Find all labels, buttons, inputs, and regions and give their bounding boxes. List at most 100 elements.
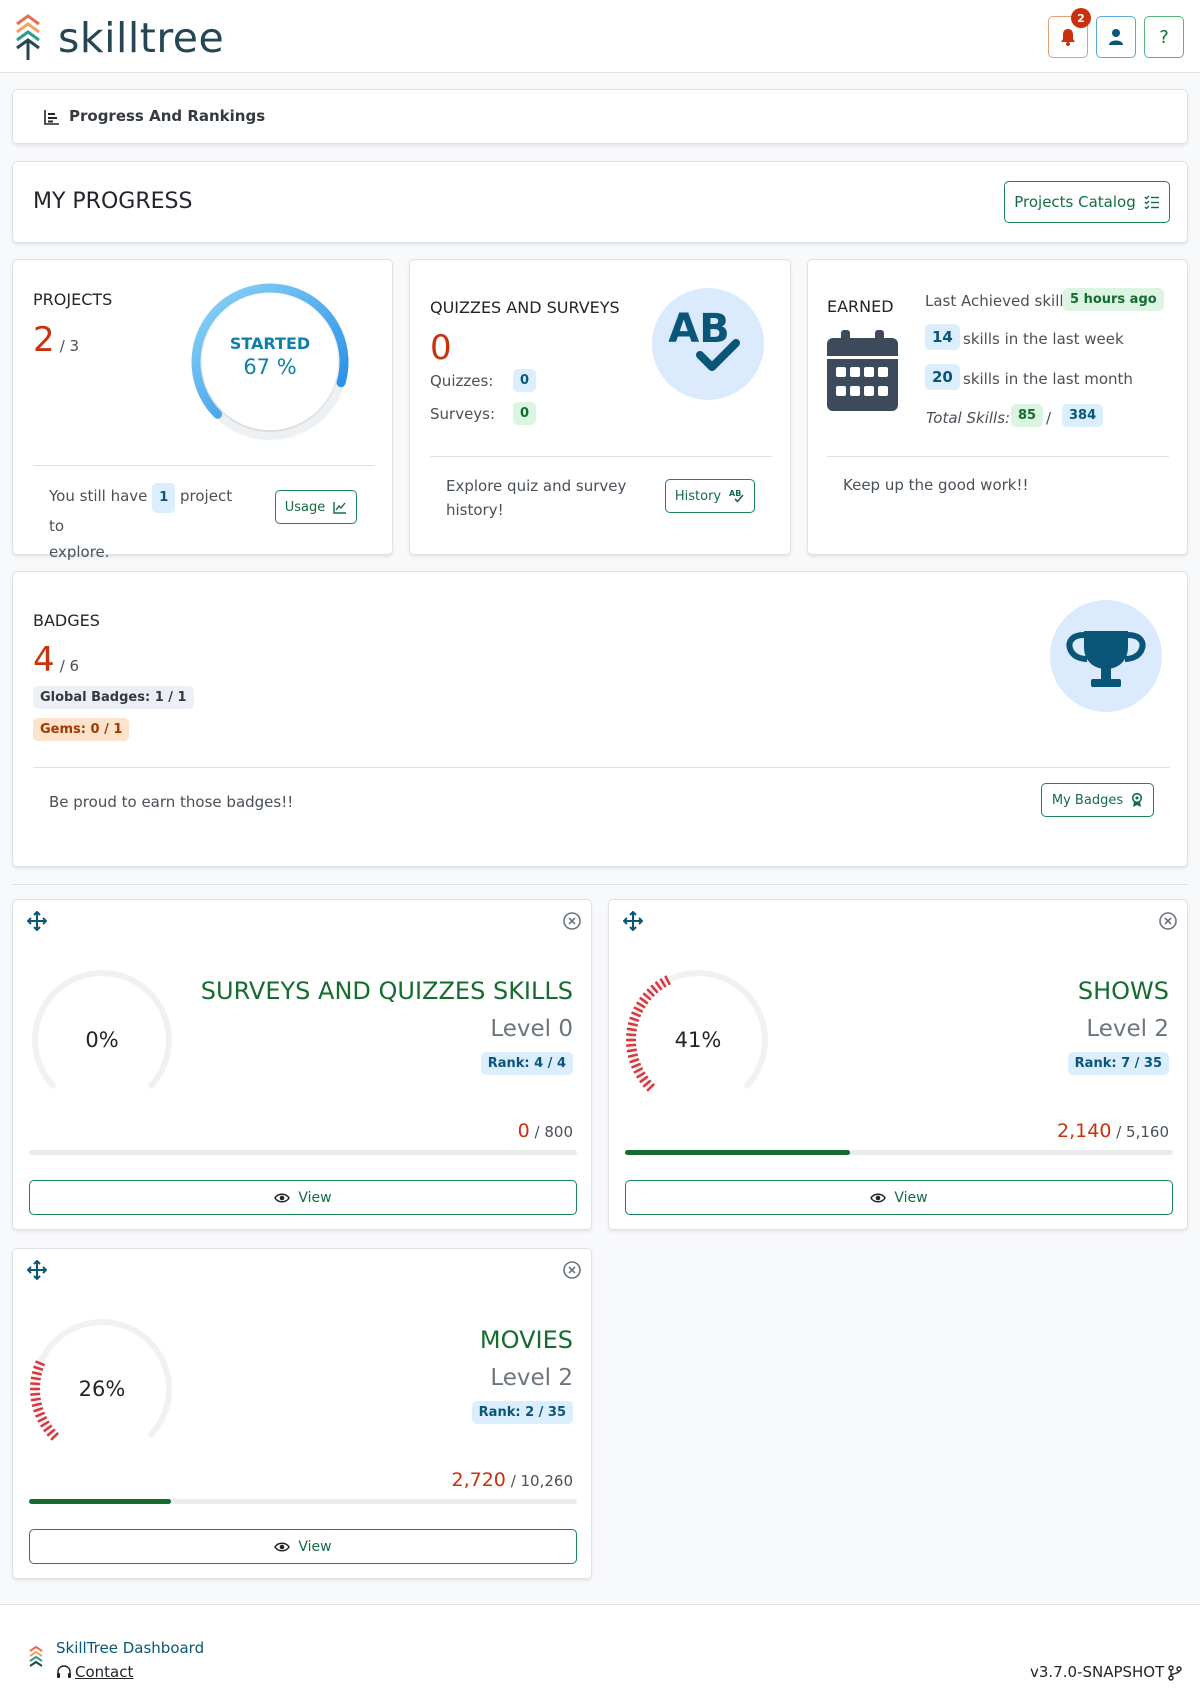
skilltree-logo-icon[interactable] xyxy=(14,14,42,62)
gauge-tick xyxy=(650,984,659,994)
gauge-tick xyxy=(633,1006,644,1013)
page-title: MY PROGRESS xyxy=(33,189,193,214)
gauge-tick xyxy=(33,1406,44,1413)
gauge-tick xyxy=(627,1021,639,1027)
eye-icon xyxy=(274,1542,291,1551)
projects-remaining-badge: 1 xyxy=(152,483,176,513)
gauge-tick xyxy=(642,1079,652,1088)
subject-points-earned: 0 xyxy=(517,1120,530,1142)
footer-title[interactable]: SkillTree Dashboard xyxy=(56,1639,205,1657)
quizzes-value-badge: 0 xyxy=(513,369,537,392)
projects-count: 2 xyxy=(33,320,55,360)
subject-level: Level 0 xyxy=(490,1016,573,1042)
gauge-tick xyxy=(631,1062,642,1069)
subject-points: 2,720 / 10,260 xyxy=(193,1469,574,1491)
surveys-value-badge: 0 xyxy=(513,402,537,425)
projects-divider xyxy=(33,465,375,466)
line-chart-icon xyxy=(333,501,347,514)
help-button[interactable]: ? xyxy=(1144,16,1184,58)
trophy-icon xyxy=(1050,600,1162,712)
gauge-tick xyxy=(627,1053,639,1059)
subject-rank-badge: Rank: 4 / 4 xyxy=(480,1052,573,1075)
total-earned-badge: 85 xyxy=(1011,404,1044,427)
gauge-tick xyxy=(626,1043,637,1047)
subject-view-button[interactable]: View xyxy=(29,1180,577,1215)
eye-icon xyxy=(870,1193,887,1202)
badges-title: BADGES xyxy=(33,611,100,630)
version-label: v3.7.0-SNAPSHOT xyxy=(1030,1663,1165,1681)
gauge-tick xyxy=(626,1033,637,1037)
footer-logo-icon xyxy=(29,1645,43,1667)
subject-card-movies: 26% MOVIES Level 2 Rank: 2 / 35 2,720 / … xyxy=(12,1248,592,1579)
earned-card: EARNED Last Achieved skill 5 hours ago 1… xyxy=(807,259,1188,555)
close-circle-icon[interactable] xyxy=(562,911,582,931)
total-sep: / xyxy=(1046,409,1052,427)
gauge-tick xyxy=(626,1027,637,1032)
close-circle-icon[interactable] xyxy=(562,1260,582,1280)
gauge-tick xyxy=(654,981,663,991)
projects-card: PROJECTS 2 / 3 STARTED 67 % You still ha… xyxy=(12,259,393,561)
move-handle-icon[interactable] xyxy=(623,911,643,931)
subject-card-shows: 41% SHOWS Level 2 Rank: 7 / 35 2,140 / 5… xyxy=(608,899,1188,1230)
gauge-tick xyxy=(30,1376,41,1381)
subject-name[interactable]: SHOWS xyxy=(1077,977,1169,1005)
subject-points-total: / 5,160 xyxy=(1116,1123,1169,1141)
subject-progress-bar xyxy=(625,1150,1173,1155)
subject-rank-badge: Rank: 2 / 35 xyxy=(471,1401,573,1424)
gauge-tick xyxy=(633,1067,644,1074)
subject-card-surveys: 0% SURVEYS AND QUIZZES SKILLS Level 0 Ra… xyxy=(12,899,592,1230)
total-all-badge: 384 xyxy=(1062,404,1104,427)
gauge-tick xyxy=(626,1048,637,1053)
contact-link[interactable]: Contact xyxy=(56,1663,133,1681)
checklist-icon xyxy=(1144,195,1159,209)
badges-count-wrap: 4 / 6 xyxy=(33,640,79,680)
projects-footer-line2: explore. xyxy=(49,543,110,561)
subject-view-button[interactable]: View xyxy=(29,1529,577,1564)
month-label: skills in the last month xyxy=(963,370,1133,388)
app-logo-text[interactable]: skilltree xyxy=(58,14,225,62)
move-handle-icon[interactable] xyxy=(27,911,47,931)
subject-rank-wrap: Rank: 2 / 35 xyxy=(193,1401,573,1424)
subject-points: 0 / 800 xyxy=(193,1120,573,1142)
user-button[interactable] xyxy=(1096,16,1136,58)
badges-card: BADGES 4 / 6 Global Badges: 1 / 1 Gems: … xyxy=(12,571,1188,867)
projects-catalog-button[interactable]: Projects Catalog xyxy=(1004,181,1170,223)
my-badges-button[interactable]: My Badges xyxy=(1041,783,1154,817)
spellcheck-icon: AB xyxy=(652,288,764,400)
subject-view-label: View xyxy=(894,1189,928,1206)
move-handle-icon[interactable] xyxy=(27,1260,47,1280)
gauge-tick xyxy=(35,1411,46,1418)
week-label: skills in the last week xyxy=(963,330,1124,348)
subject-name[interactable]: MOVIES xyxy=(479,1326,573,1354)
history-button[interactable]: History AB xyxy=(665,479,755,513)
subject-progress-bar xyxy=(29,1150,577,1155)
gauge-tick xyxy=(659,977,667,988)
projects-total: / 3 xyxy=(59,337,80,355)
quizzes-title: QUIZZES AND SURVEYS xyxy=(430,298,620,317)
projects-gauge-arc xyxy=(191,283,349,419)
surveys-label: Surveys: xyxy=(430,405,496,423)
week-count-badge: 14 xyxy=(925,324,960,350)
gauge-tick xyxy=(31,1402,43,1408)
projects-footer-post: project to xyxy=(49,487,233,535)
badges-footer: Be proud to earn those badges!! xyxy=(49,793,294,811)
badges-total: / 6 xyxy=(59,657,80,675)
gems-pill: Gems: 0 / 1 xyxy=(33,718,130,741)
subject-points-total: / 800 xyxy=(534,1123,573,1141)
gauge-tick xyxy=(631,1011,642,1018)
spellcheck-small-icon: AB xyxy=(729,489,744,503)
gauge-tick xyxy=(646,988,656,998)
gauge-tick xyxy=(635,1001,646,1009)
subject-points-earned: 2,720 xyxy=(451,1469,506,1491)
award-icon xyxy=(1131,792,1143,807)
earned-title: EARNED xyxy=(827,297,894,316)
subject-view-label: View xyxy=(298,1538,332,1555)
close-circle-icon[interactable] xyxy=(1158,911,1178,931)
bar-chart-icon xyxy=(44,110,59,125)
subject-name[interactable]: SURVEYS AND QUIZZES SKILLS xyxy=(200,977,573,1005)
subject-view-button[interactable]: View xyxy=(625,1180,1173,1215)
usage-button[interactable]: Usage xyxy=(275,490,357,524)
breadcrumb-label[interactable]: Progress And Rankings xyxy=(69,107,266,125)
bell-icon xyxy=(1061,29,1075,46)
gauge-tick xyxy=(30,1397,41,1402)
